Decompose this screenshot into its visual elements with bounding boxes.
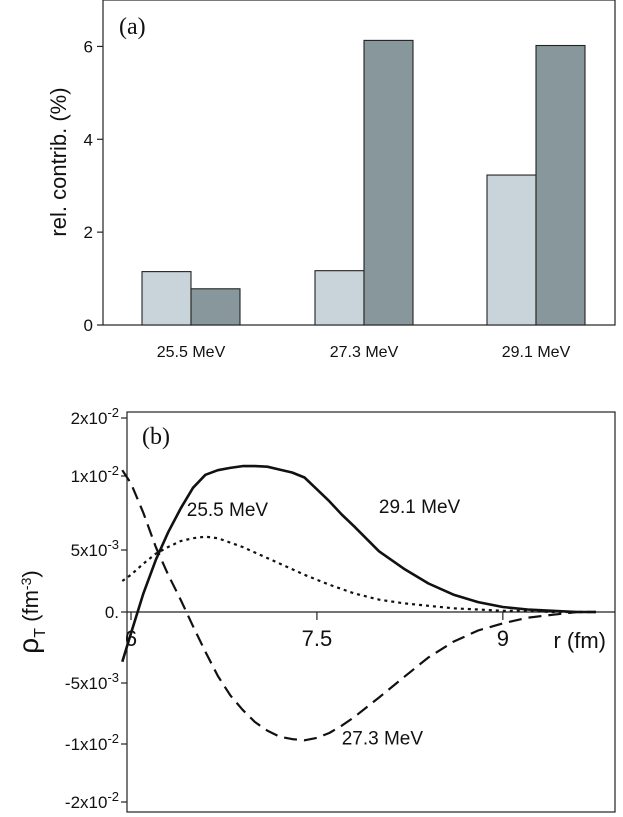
category-label: 27.3 MeV (330, 344, 399, 361)
x-tick-label: 9 (497, 626, 509, 651)
panel-b-x-axis-label: r (fm) (553, 628, 606, 653)
bar-1-25.5-mev (141, 271, 192, 326)
y-tick-label: -1x10-2 (65, 731, 119, 754)
bar-2-27.3-mev (363, 39, 414, 326)
curve-label-27.3-mev: 27.3 MeV (342, 729, 424, 750)
y-tick-label: 5x10-3 (71, 537, 119, 560)
y-tick-label: 2x10-2 (71, 405, 119, 428)
panel-b-curve-labels: 25.5 MeV 29.1 MeV 27.3 MeV (187, 497, 461, 750)
y-label-sub: T (32, 628, 49, 638)
curve-label-25.5-mev: 25.5 MeV (187, 500, 269, 521)
bar-2-25.5-mev (190, 288, 241, 326)
y-label-exp: -3 (18, 577, 34, 590)
panel-b-line-chart: (b) ρT (fm-3) 2x10-2 1x10-2 5x10-3 0. -5x10-… (13, 405, 616, 813)
bar-1-29.1-mev (486, 174, 537, 326)
bar-2-29.1-mev (535, 44, 586, 326)
y-tick-label: 2 (84, 223, 93, 242)
category-label: 25.5 MeV (157, 344, 226, 361)
bar-1-27.3-mev (314, 270, 365, 326)
x-tick-label: 7.5 (302, 626, 333, 651)
y-label-close: ) (18, 570, 43, 577)
panel-a-bars (141, 39, 586, 326)
panel-b-curves (121, 464, 596, 742)
panel-a-y-axis-label: rel. contrib. (%) (46, 87, 71, 236)
curve-label-29.1-mev: 29.1 MeV (379, 497, 461, 518)
panel-a-y-ticks: 0 2 4 6 (84, 37, 103, 335)
y-tick-label: -2x10-2 (65, 789, 119, 812)
curve-29.1-mev (121, 464, 596, 663)
y-tick-label: 1x10-2 (71, 463, 119, 486)
y-tick-label: 0 (84, 316, 93, 335)
panel-a-label: (a) (119, 14, 146, 40)
y-label-rho: ρ (13, 638, 44, 654)
y-tick-label: 0. (105, 603, 119, 622)
panel-a-bar-chart: (a) rel. contrib. (%) 0 2 4 6 25.5 MeV 27.3 … (46, 0, 616, 361)
curve-27.3-mev (121, 469, 596, 742)
curve-25.5-mev (121, 535, 596, 614)
category-label: 29.1 MeV (502, 344, 571, 361)
panel-a-category-labels: 25.5 MeV 27.3 MeV 29.1 MeV (157, 344, 571, 361)
panel-b-y-ticks: 2x10-2 1x10-2 5x10-3 0. -5x10-3 -1x10-2 -2x10-… (65, 405, 127, 812)
y-tick-label: 6 (84, 37, 93, 56)
panel-b-y-axis-label: ρT (fm-3) (13, 570, 49, 653)
panel-b-x-axis: 6 7.5 9 (125, 611, 615, 651)
panel-b-label: (b) (142, 424, 170, 450)
y-tick-label: -5x10-3 (65, 670, 119, 693)
y-label-units: (fm (18, 590, 43, 628)
y-tick-label: 4 (84, 130, 93, 149)
